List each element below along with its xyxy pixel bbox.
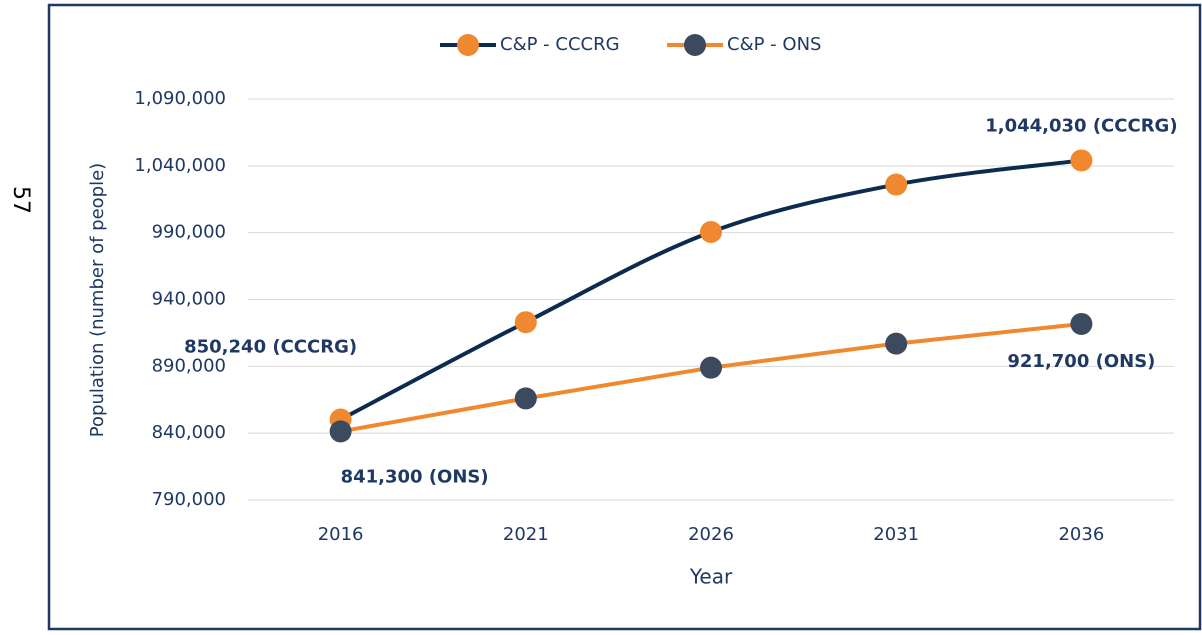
- legend-label: C&P - CCCRG: [500, 34, 620, 55]
- x-tick-label: 2026: [688, 524, 734, 545]
- y-tick-label: 890,000: [152, 355, 226, 376]
- y-axis-label: Population (number of people): [87, 163, 108, 437]
- x-tick-label: 2016: [318, 524, 364, 545]
- legend-marker: [684, 34, 706, 56]
- data-label: 841,300 (ONS): [341, 466, 489, 487]
- marker: [700, 220, 722, 243]
- data-label: 921,700 (ONS): [1007, 351, 1155, 372]
- marker: [1070, 149, 1093, 172]
- marker: [514, 311, 537, 334]
- x-tick-label: 2021: [503, 524, 549, 545]
- series-line: [339, 158, 1082, 422]
- y-tick-label: 940,000: [152, 289, 226, 310]
- x-tick-label: 2031: [873, 524, 919, 545]
- y-tick-label: 1,040,000: [134, 155, 226, 176]
- legend-label: C&P - ONS: [727, 34, 821, 55]
- chart-frame: [47, 3, 1202, 631]
- data-label: 1,044,030 (CCCRG): [985, 115, 1177, 136]
- x-axis-label: Year: [689, 565, 733, 589]
- page-number: 57: [8, 186, 33, 214]
- y-tick-label: 840,000: [152, 422, 226, 443]
- legend-marker: [457, 34, 479, 56]
- x-tick-label: 2036: [1058, 524, 1104, 545]
- marker: [885, 173, 908, 196]
- y-tick-label: 990,000: [152, 222, 226, 243]
- data-label: 850,240 (CCCRG): [184, 336, 357, 357]
- marker: [514, 387, 537, 410]
- marker: [329, 420, 352, 443]
- marker: [700, 356, 722, 379]
- y-tick-label: 790,000: [152, 489, 226, 510]
- marker: [1070, 312, 1093, 335]
- y-tick-label: 1,090,000: [134, 88, 226, 109]
- marker: [885, 332, 908, 355]
